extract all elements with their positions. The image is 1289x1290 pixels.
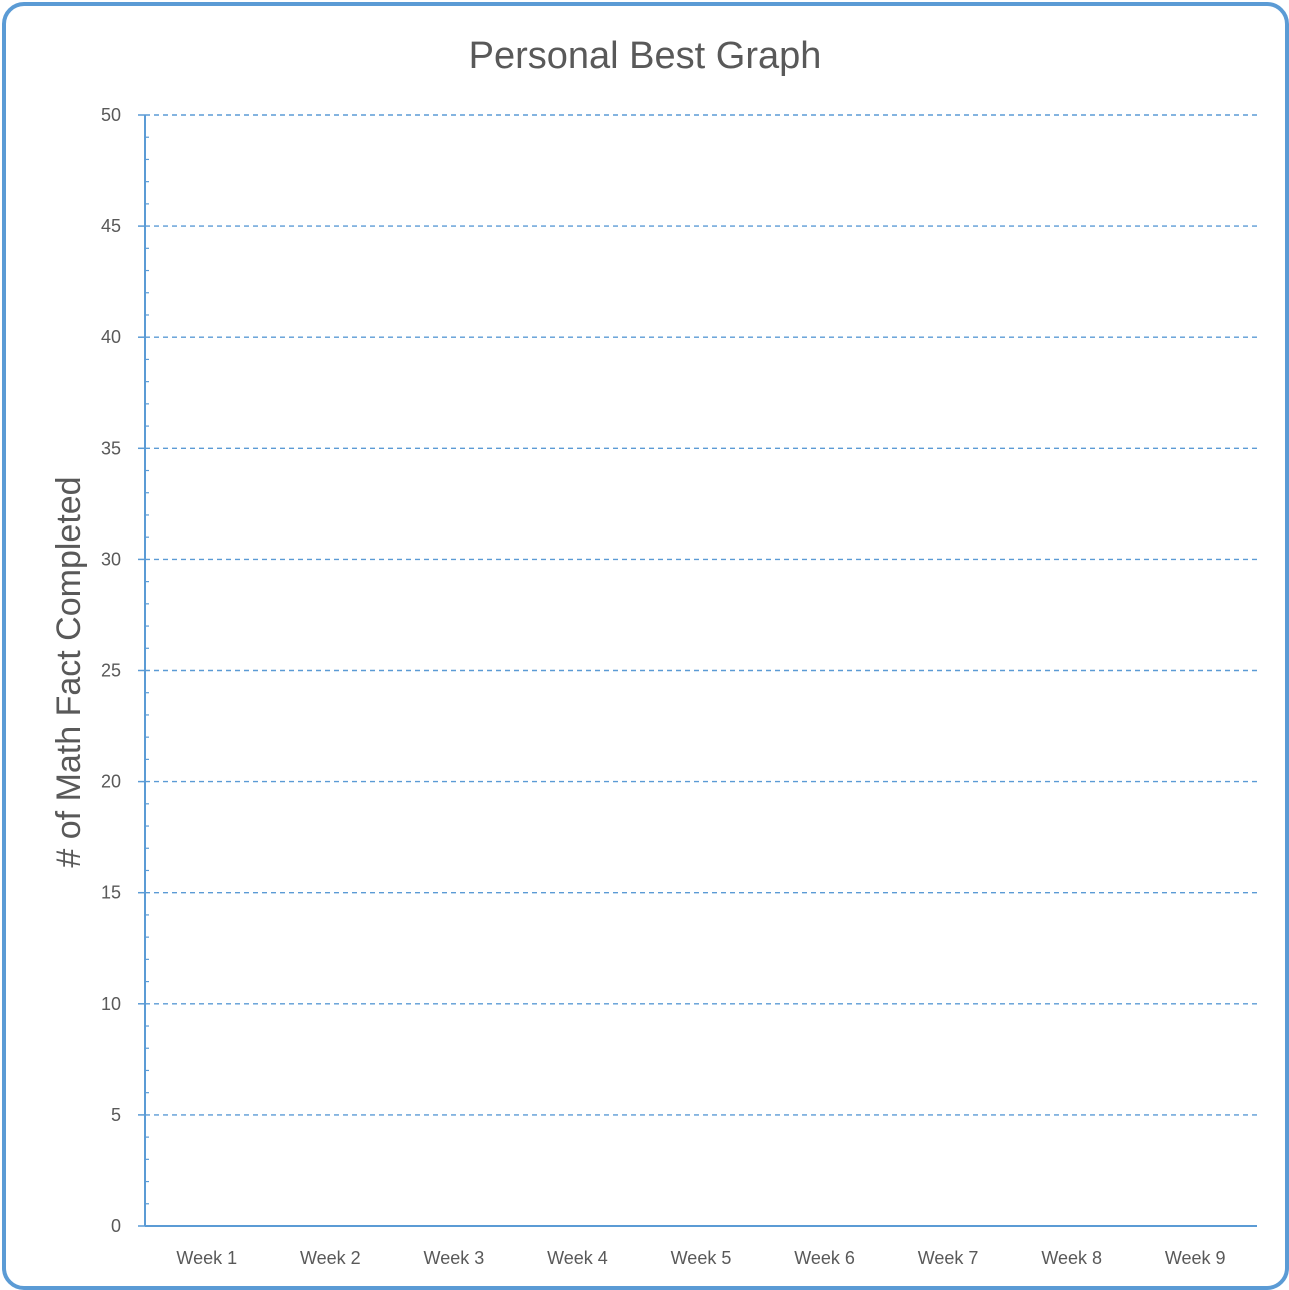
y-tick-label: 45 <box>101 216 121 236</box>
x-tick-label: Week 7 <box>918 1248 979 1268</box>
y-tick-label: 20 <box>101 772 121 792</box>
y-tick-label: 35 <box>101 438 121 458</box>
y-tick-label: 50 <box>101 105 121 125</box>
chart-title: Personal Best Graph <box>469 35 822 77</box>
x-tick-label: Week 3 <box>424 1248 485 1268</box>
x-tick-label: Week 8 <box>1041 1248 1102 1268</box>
x-tick-labels: Week 1 Week 2 Week 3 Week 4 Week 5 Week 6 Week… <box>176 1248 1225 1268</box>
x-tick-label: Week 5 <box>671 1248 732 1268</box>
x-tick-label: Week 9 <box>1165 1248 1226 1268</box>
x-tick-label: Week 1 <box>176 1248 237 1268</box>
y-tick-label: 30 <box>101 549 121 569</box>
y-axis-label: # of Math Fact Completed <box>50 476 88 867</box>
y-tick-labels: 0 5 10 15 20 25 30 35 40 45 50 <box>101 105 121 1236</box>
x-tick-label: Week 2 <box>300 1248 361 1268</box>
y-tick-label: 40 <box>101 327 121 347</box>
x-tick-label: Week 6 <box>794 1248 855 1268</box>
y-tick-label: 10 <box>101 994 121 1014</box>
gridlines <box>145 114 1257 1116</box>
axes <box>138 114 1257 1227</box>
x-tick-label: Week 4 <box>547 1248 608 1268</box>
y-tick-label: 5 <box>111 1105 121 1125</box>
y-tick-label: 0 <box>111 1216 121 1236</box>
y-tick-label: 25 <box>101 661 121 681</box>
y-tick-label: 15 <box>101 883 121 903</box>
